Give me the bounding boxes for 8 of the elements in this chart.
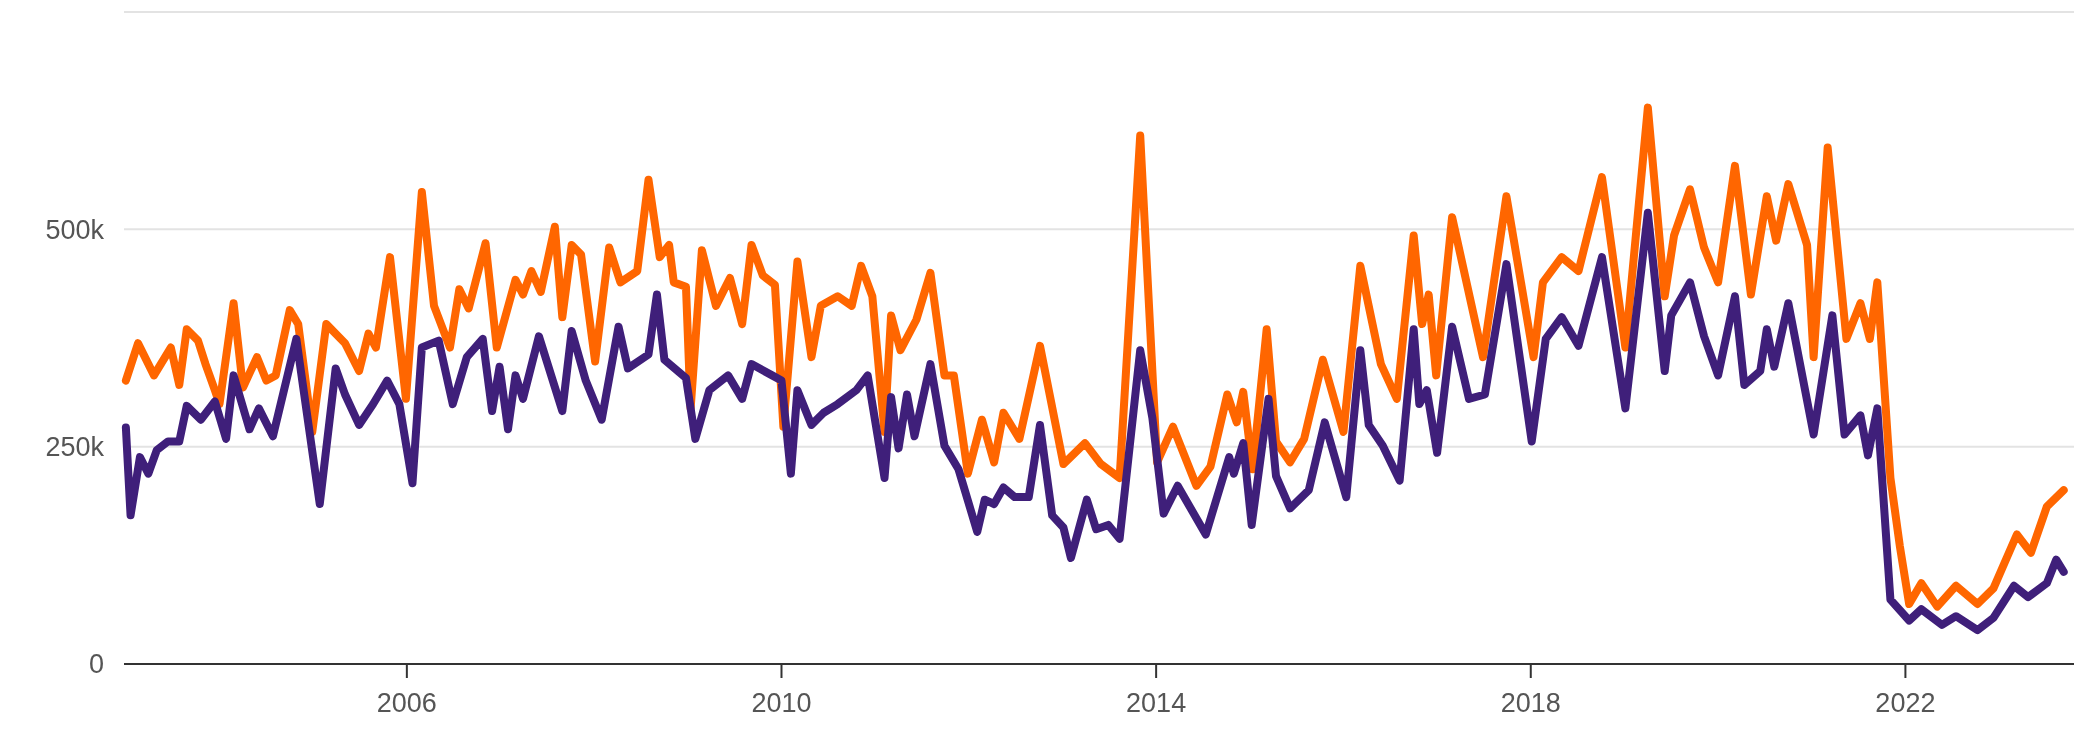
x-tick-label: 2010 — [751, 688, 812, 718]
y-tick-label: 0 — [88, 649, 104, 680]
x-tick-label: 2018 — [1500, 688, 1561, 718]
y-tick-label: 500k — [45, 214, 105, 245]
x-tick-label: 2022 — [1875, 688, 1936, 718]
x-tick-label: 2006 — [376, 688, 437, 718]
y-tick-label: 250k — [45, 432, 105, 463]
x-tick-label: 2014 — [1126, 688, 1187, 718]
